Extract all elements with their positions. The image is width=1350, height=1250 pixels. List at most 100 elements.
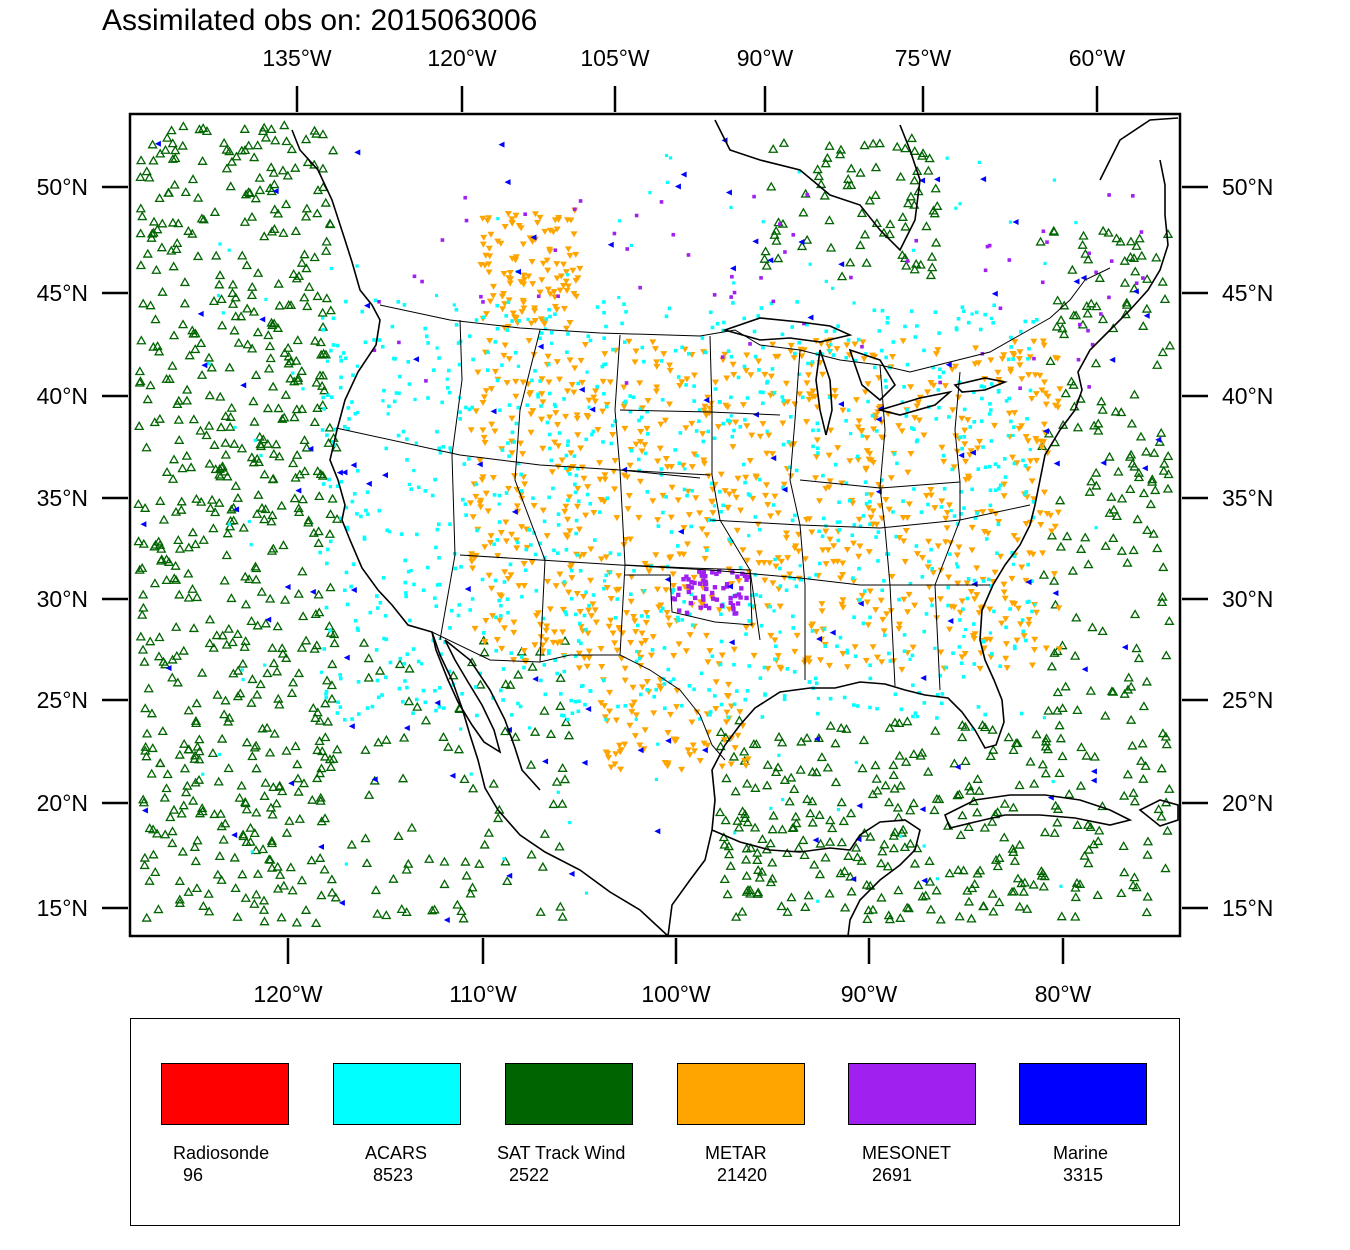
acars-marker bbox=[377, 338, 382, 342]
acars-marker bbox=[748, 493, 752, 498]
sat-wind-marker bbox=[1137, 738, 1148, 748]
sat-wind-marker bbox=[1153, 804, 1164, 814]
sat-wind-marker bbox=[1008, 802, 1019, 812]
sat-wind-marker bbox=[316, 763, 327, 773]
acars-marker bbox=[972, 578, 977, 583]
sat-wind-marker bbox=[167, 672, 178, 682]
sat-wind-marker bbox=[438, 732, 449, 741]
acars-marker bbox=[778, 630, 782, 634]
sat-wind-marker bbox=[1098, 225, 1109, 235]
sat-wind-marker bbox=[1125, 236, 1137, 246]
acars-marker bbox=[781, 485, 785, 490]
sat-wind-marker bbox=[924, 876, 936, 886]
sat-wind-marker bbox=[263, 363, 275, 373]
acars-marker bbox=[353, 618, 358, 623]
sat-wind-marker bbox=[187, 527, 198, 537]
metar-marker bbox=[787, 473, 795, 480]
metar-marker bbox=[519, 451, 527, 458]
sat-wind-marker bbox=[1142, 836, 1154, 846]
metar-marker bbox=[486, 338, 494, 345]
acars-marker bbox=[543, 692, 548, 697]
metar-marker bbox=[670, 652, 678, 659]
acars-marker bbox=[989, 584, 993, 588]
sat-wind-marker bbox=[861, 257, 872, 267]
metar-marker bbox=[986, 606, 994, 613]
acars-marker bbox=[1012, 644, 1017, 649]
sat-wind-marker bbox=[146, 768, 157, 778]
acars-marker bbox=[372, 338, 376, 342]
sat-wind-marker bbox=[872, 785, 883, 795]
sat-wind-marker bbox=[293, 588, 304, 598]
acars-marker bbox=[981, 579, 986, 583]
sat-wind-marker bbox=[1036, 866, 1047, 876]
acars-marker bbox=[613, 615, 618, 620]
acars-marker bbox=[615, 597, 620, 601]
acars-marker bbox=[507, 403, 512, 407]
acars-marker bbox=[828, 348, 832, 353]
sat-wind-marker bbox=[1116, 407, 1127, 417]
sat-wind-marker bbox=[277, 786, 288, 796]
sat-wind-marker bbox=[181, 395, 193, 405]
metar-marker bbox=[479, 241, 487, 248]
acars-marker bbox=[505, 328, 510, 332]
sat-wind-marker bbox=[883, 797, 895, 807]
acars-marker bbox=[769, 301, 774, 306]
marine-marker bbox=[317, 843, 324, 850]
acars-marker bbox=[646, 614, 650, 619]
marine-marker bbox=[140, 521, 147, 528]
sat-wind-marker bbox=[1159, 294, 1171, 304]
acars-marker bbox=[852, 301, 856, 305]
sat-wind-marker bbox=[745, 884, 756, 894]
acars-marker bbox=[690, 488, 695, 493]
acars-marker bbox=[553, 658, 557, 663]
acars-marker bbox=[388, 660, 393, 665]
acars-marker bbox=[844, 355, 849, 360]
marine-marker bbox=[728, 639, 735, 646]
metar-marker bbox=[702, 632, 710, 639]
sat-wind-marker bbox=[153, 651, 165, 661]
acars-marker bbox=[546, 362, 551, 367]
acars-marker bbox=[911, 714, 915, 719]
acars-marker bbox=[301, 387, 305, 391]
metar-marker bbox=[554, 640, 562, 647]
sat-wind-marker bbox=[721, 773, 732, 783]
metar-marker bbox=[780, 481, 788, 488]
mesonet-marker bbox=[481, 300, 485, 304]
mesonet-marker bbox=[699, 573, 705, 578]
sat-wind-marker bbox=[244, 574, 255, 584]
sat-wind-marker bbox=[715, 727, 727, 737]
legend-count: 2691 bbox=[872, 1165, 913, 1185]
metar-marker bbox=[924, 564, 932, 571]
acars-marker bbox=[529, 543, 533, 547]
sat-wind-marker bbox=[1019, 877, 1030, 887]
marine-marker bbox=[412, 356, 419, 363]
sat-wind-marker bbox=[257, 723, 268, 733]
acars-marker bbox=[892, 452, 897, 456]
sat-wind-marker bbox=[734, 715, 745, 725]
acars-marker bbox=[888, 659, 893, 663]
acars-marker bbox=[423, 700, 428, 705]
sat-wind-marker bbox=[905, 805, 916, 815]
sat-wind-marker bbox=[815, 179, 827, 189]
acars-marker bbox=[795, 300, 799, 304]
acars-marker bbox=[939, 505, 944, 509]
acars-marker bbox=[331, 343, 336, 347]
sat-wind-marker bbox=[1116, 545, 1127, 555]
acars-marker bbox=[617, 219, 622, 223]
sat-wind-marker bbox=[262, 403, 274, 413]
sat-wind-marker bbox=[183, 592, 194, 602]
metar-marker bbox=[1009, 350, 1017, 357]
acars-marker bbox=[569, 698, 573, 703]
acars-marker bbox=[772, 609, 776, 613]
metar-marker bbox=[487, 386, 495, 393]
acars-marker bbox=[520, 594, 524, 599]
acars-marker bbox=[447, 669, 452, 674]
metar-marker bbox=[863, 435, 871, 442]
acars-marker bbox=[634, 717, 638, 721]
sat-wind-marker bbox=[327, 887, 338, 897]
metar-marker bbox=[666, 367, 674, 374]
mesonet-marker bbox=[730, 274, 734, 279]
metar-marker bbox=[637, 428, 645, 435]
metar-marker bbox=[1011, 410, 1019, 417]
metar-marker bbox=[564, 388, 572, 395]
